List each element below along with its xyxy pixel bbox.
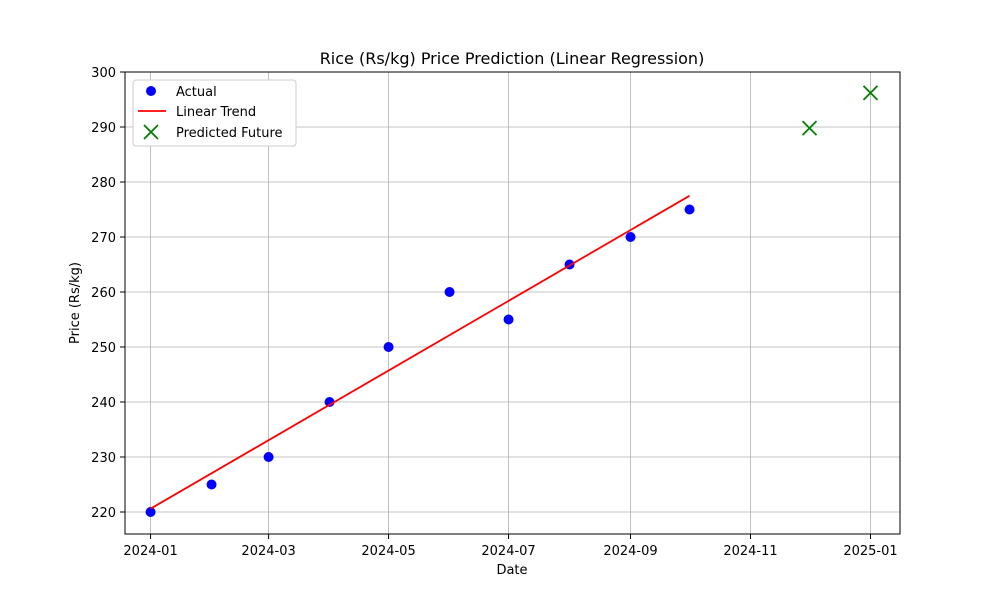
x-tick-label: 2024-05 xyxy=(361,544,415,559)
y-tick-label: 290 xyxy=(91,121,116,136)
y-axis-label: Price (Rs/kg) xyxy=(68,262,83,344)
predicted-point xyxy=(801,120,818,136)
x-tick-label: 2025-01 xyxy=(843,544,897,559)
y-tick-label: 280 xyxy=(91,176,116,191)
x-axis: 2024-01 2024-03 2024-05 2024-07 2024-09 2024-… xyxy=(123,534,898,559)
grid xyxy=(125,71,900,534)
actual-point xyxy=(263,452,274,462)
y-tick-label: 240 xyxy=(91,396,116,411)
trend-line xyxy=(150,195,690,510)
actual-point xyxy=(206,479,217,490)
actual-point xyxy=(383,342,394,352)
y-tick-label: 220 xyxy=(91,506,116,521)
x-tick-label: 2024-11 xyxy=(723,544,777,559)
y-tick-label: 300 xyxy=(91,66,116,81)
legend-label-predicted-future: Predicted Future xyxy=(176,126,283,141)
actual-point xyxy=(503,314,514,325)
legend-box xyxy=(132,79,297,147)
legend-item-predicted-future: Predicted Future xyxy=(143,124,283,141)
x-tick-label: 2024-07 xyxy=(481,544,535,559)
actual-point xyxy=(625,232,636,242)
y-tick-label: 270 xyxy=(91,231,116,246)
legend-marker-actual xyxy=(146,86,156,96)
legend-item-actual: Actual xyxy=(146,85,217,100)
y-tick-label: 250 xyxy=(91,341,116,356)
y-tick-label: 230 xyxy=(91,451,116,466)
legend: Actual Linear Trend Predicted Future xyxy=(132,79,297,147)
legend-item-linear-trend: Linear Trend xyxy=(138,105,256,120)
actual-point xyxy=(145,507,156,517)
x-tick-label: 2024-01 xyxy=(123,544,177,559)
x-tick-label: 2024-03 xyxy=(241,544,295,559)
actual-point xyxy=(444,287,455,297)
x-axis-label: Date xyxy=(496,563,527,578)
legend-marker-predicted-future xyxy=(143,124,159,140)
legend-label-actual: Actual xyxy=(176,85,217,100)
plot-frame xyxy=(124,71,901,535)
y-axis: 220 230 240 250 260 270 280 290 300 xyxy=(91,66,125,521)
x-tick-label: 2024-09 xyxy=(603,544,657,559)
legend-label-linear-trend: Linear Trend xyxy=(176,105,256,120)
y-tick-label: 260 xyxy=(91,286,116,301)
predicted-point xyxy=(862,85,879,101)
chart-title: Rice (Rs/kg) Price Prediction (Linear Re… xyxy=(320,49,705,68)
actual-point xyxy=(324,397,335,407)
actual-point xyxy=(684,204,695,215)
plot-area xyxy=(145,85,879,517)
